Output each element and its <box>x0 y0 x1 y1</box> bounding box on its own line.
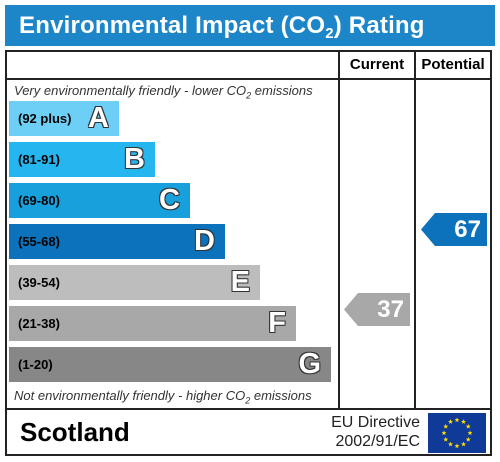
title-bar: Environmental Impact (CO2) Rating <box>5 5 495 46</box>
column-header-current: Current <box>349 56 405 73</box>
page-title: Environmental Impact (CO2) Rating <box>19 12 425 42</box>
star-icon <box>461 419 466 424</box>
star-icon <box>465 423 471 429</box>
band-range-label: (69-80) <box>18 193 60 208</box>
band-range-label: (92 plus) <box>18 111 72 126</box>
band-range-label: (55-68) <box>18 234 60 249</box>
band-letter: D <box>194 225 215 257</box>
column-divider-current <box>338 50 340 410</box>
star-icon <box>443 436 449 442</box>
band-letter: A <box>88 102 109 134</box>
footer-divider <box>5 408 492 410</box>
band-d: (55-68) D <box>9 224 225 259</box>
potential-arrow-shape <box>421 213 487 246</box>
star-icon <box>467 430 473 436</box>
column-header-potential: Potential <box>421 56 485 73</box>
caption-bottom: Not environmentally friendly - higher CO… <box>14 388 312 406</box>
band-b: (81-91) B <box>9 142 155 177</box>
star-icon <box>448 419 453 424</box>
band-letter: B <box>124 143 145 175</box>
band-f: (21-38) F <box>9 306 296 341</box>
star-icon <box>443 423 449 429</box>
star-icon <box>448 441 453 447</box>
band-range-label: (1-20) <box>18 357 53 372</box>
star-icon <box>461 441 466 447</box>
column-divider-potential <box>414 50 416 410</box>
band-letter: E <box>230 266 250 298</box>
band-letter: F <box>268 307 286 339</box>
star-icon <box>454 443 460 449</box>
current-arrow-shape <box>344 293 410 326</box>
country-name: Scotland <box>20 417 130 447</box>
rating-table <box>5 50 492 456</box>
header-divider <box>5 78 492 80</box>
band-g: (1-20) G <box>9 347 331 382</box>
band-c: (69-80) C <box>9 183 190 218</box>
caption-top: Very environmentally friendly - lower CO… <box>14 83 313 101</box>
band-a: (92 plus) A <box>9 101 119 136</box>
eu-flag-icon <box>428 413 486 453</box>
band-range-label: (39-54) <box>18 275 60 290</box>
current-rating-value: 37 <box>377 296 404 323</box>
eu-flag-stars <box>441 417 473 449</box>
band-range-label: (81-91) <box>18 152 60 167</box>
star-icon <box>465 436 471 442</box>
potential-rating-arrow: 67 <box>421 213 487 246</box>
current-rating-arrow: 37 <box>344 293 410 326</box>
band-letter: G <box>298 348 321 380</box>
potential-rating-value: 67 <box>454 216 481 243</box>
directive-line-1: EU Directive <box>331 414 420 431</box>
star-icon <box>454 417 460 423</box>
band-letter: C <box>159 184 180 216</box>
directive-line-2: 2002/91/EC <box>335 433 420 450</box>
star-icon <box>441 430 447 436</box>
band-range-label: (21-38) <box>18 316 60 331</box>
band-e: (39-54) E <box>9 265 260 300</box>
